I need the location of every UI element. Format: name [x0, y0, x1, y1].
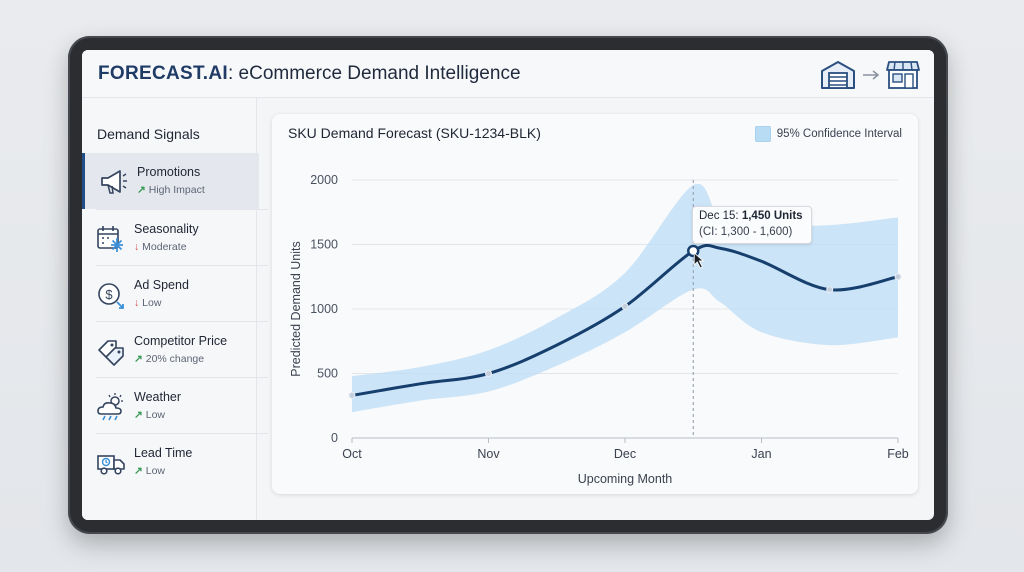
header-icons	[820, 58, 920, 95]
arrow-right-icon	[862, 68, 880, 86]
sidebar-item-label: Competitor Price	[134, 334, 228, 348]
app-header: FORECAST.AI: eCommerce Demand Intelligen…	[82, 50, 934, 98]
legend-label: 95% Confidence Interval	[776, 128, 902, 140]
svg-text:$: $	[105, 287, 113, 302]
demand-signals-sidebar: Demand Signals Promotions ↗ High Impact	[82, 98, 268, 520]
sidebar-title: Demand Signals	[97, 126, 200, 142]
y-tick-label: 500	[317, 367, 338, 381]
sidebar-item-label: Ad Spend	[134, 278, 189, 292]
sidebar-item-promotions[interactable]: Promotions ↗ High Impact	[82, 153, 259, 209]
trend-up-icon: ↗	[134, 465, 143, 477]
x-axis-label: Upcoming Month	[578, 472, 673, 486]
storefront-icon[interactable]	[886, 58, 920, 95]
brand-name: FORECAST.AI	[98, 63, 228, 84]
divider	[96, 377, 268, 378]
delivery-truck-icon	[96, 448, 126, 478]
signal-impact: ↗ High Impact	[137, 184, 205, 196]
sidebar-item-label: Seasonality	[134, 222, 199, 236]
sidebar-item-ad-spend[interactable]: $ Ad Spend ↓ Low	[82, 266, 256, 322]
data-point	[348, 391, 356, 399]
data-point	[621, 302, 629, 310]
signal-impact: ↗ Low	[134, 465, 165, 477]
forecast-card: SKU Demand Forecast (SKU-1234-BLK) 95% C…	[272, 114, 918, 494]
confidence-band	[352, 183, 898, 413]
chart-title: SKU Demand Forecast (SKU-1234-BLK)	[288, 125, 541, 141]
forecast-line	[350, 243, 900, 397]
signal-impact: ↓ Low	[134, 297, 162, 309]
legend-swatch	[754, 126, 771, 142]
signal-impact: ↗ Low	[134, 409, 165, 421]
app-screen: FORECAST.AI: eCommerce Demand Intelligen…	[82, 50, 934, 520]
chart-tooltip: Dec 15: 1,450 Units (CI: 1,300 - 1,600)	[692, 206, 812, 244]
x-tick-label: Oct	[342, 447, 362, 461]
divider	[96, 433, 268, 434]
sidebar-item-seasonality[interactable]: Seasonality ↓ Moderate	[82, 210, 256, 266]
price-tags-icon	[96, 336, 126, 366]
megaphone-icon	[99, 167, 129, 197]
calendar-snowflake-icon	[96, 224, 126, 254]
trend-up-icon: ↗	[134, 409, 143, 421]
sidebar-item-competitor-price[interactable]: Competitor Price ↗ 20% change	[82, 322, 256, 378]
y-tick-label: 2000	[310, 173, 338, 187]
warehouse-icon[interactable]	[820, 58, 856, 95]
divider	[96, 209, 268, 210]
y-tick-label: 0	[331, 431, 338, 445]
x-tick-label: Nov	[477, 447, 500, 461]
sidebar-item-label: Promotions	[137, 165, 201, 179]
x-tick-label: Jan	[751, 447, 771, 461]
data-point	[894, 273, 902, 281]
divider	[96, 321, 268, 322]
data-point	[485, 370, 492, 377]
sidebar-item-label: Weather	[134, 390, 182, 404]
y-axis-label: Predicted Demand Units	[289, 241, 303, 376]
signal-impact: ↗ 20% change	[134, 353, 205, 365]
trend-down-icon: ↓	[134, 297, 140, 309]
sidebar-item-weather[interactable]: Weather ↗ Low	[82, 378, 256, 434]
trend-up-icon: ↗	[137, 184, 146, 196]
sidebar-item-label: Lead Time	[134, 446, 193, 460]
y-tick-label: 1000	[310, 302, 338, 316]
divider	[96, 265, 268, 266]
tooltip-value: Dec 15: 1,450 Units	[699, 210, 803, 222]
x-tick-label: Feb	[887, 447, 909, 461]
y-tick-label: 1500	[310, 238, 338, 252]
highlight-point	[687, 244, 700, 258]
cursor-icon	[693, 252, 705, 269]
trend-down-icon: ↓	[134, 241, 140, 253]
app-subtitle: : eCommerce Demand Intelligence	[227, 63, 521, 84]
forecast-chart[interactable]: 0 500 1000 1500 2000 Oct Nov Dec Jan Feb Upcoming …	[272, 114, 918, 494]
data-point	[826, 286, 834, 294]
app-title: FORECAST.AI: eCommerce Demand Intelligen…	[98, 63, 521, 85]
sidebar-item-lead-time[interactable]: Lead Time ↗ Low	[82, 434, 256, 490]
trend-up-icon: ↗	[134, 353, 143, 365]
chart-legend: 95% Confidence Interval	[754, 126, 902, 142]
tooltip-ci: (CI: 1,300 - 1,600)	[699, 226, 793, 238]
weather-icon	[96, 392, 126, 422]
dollar-cycle-icon: $	[96, 280, 126, 310]
signal-impact: ↓ Moderate	[134, 241, 187, 253]
x-tick-label: Dec	[614, 447, 636, 461]
